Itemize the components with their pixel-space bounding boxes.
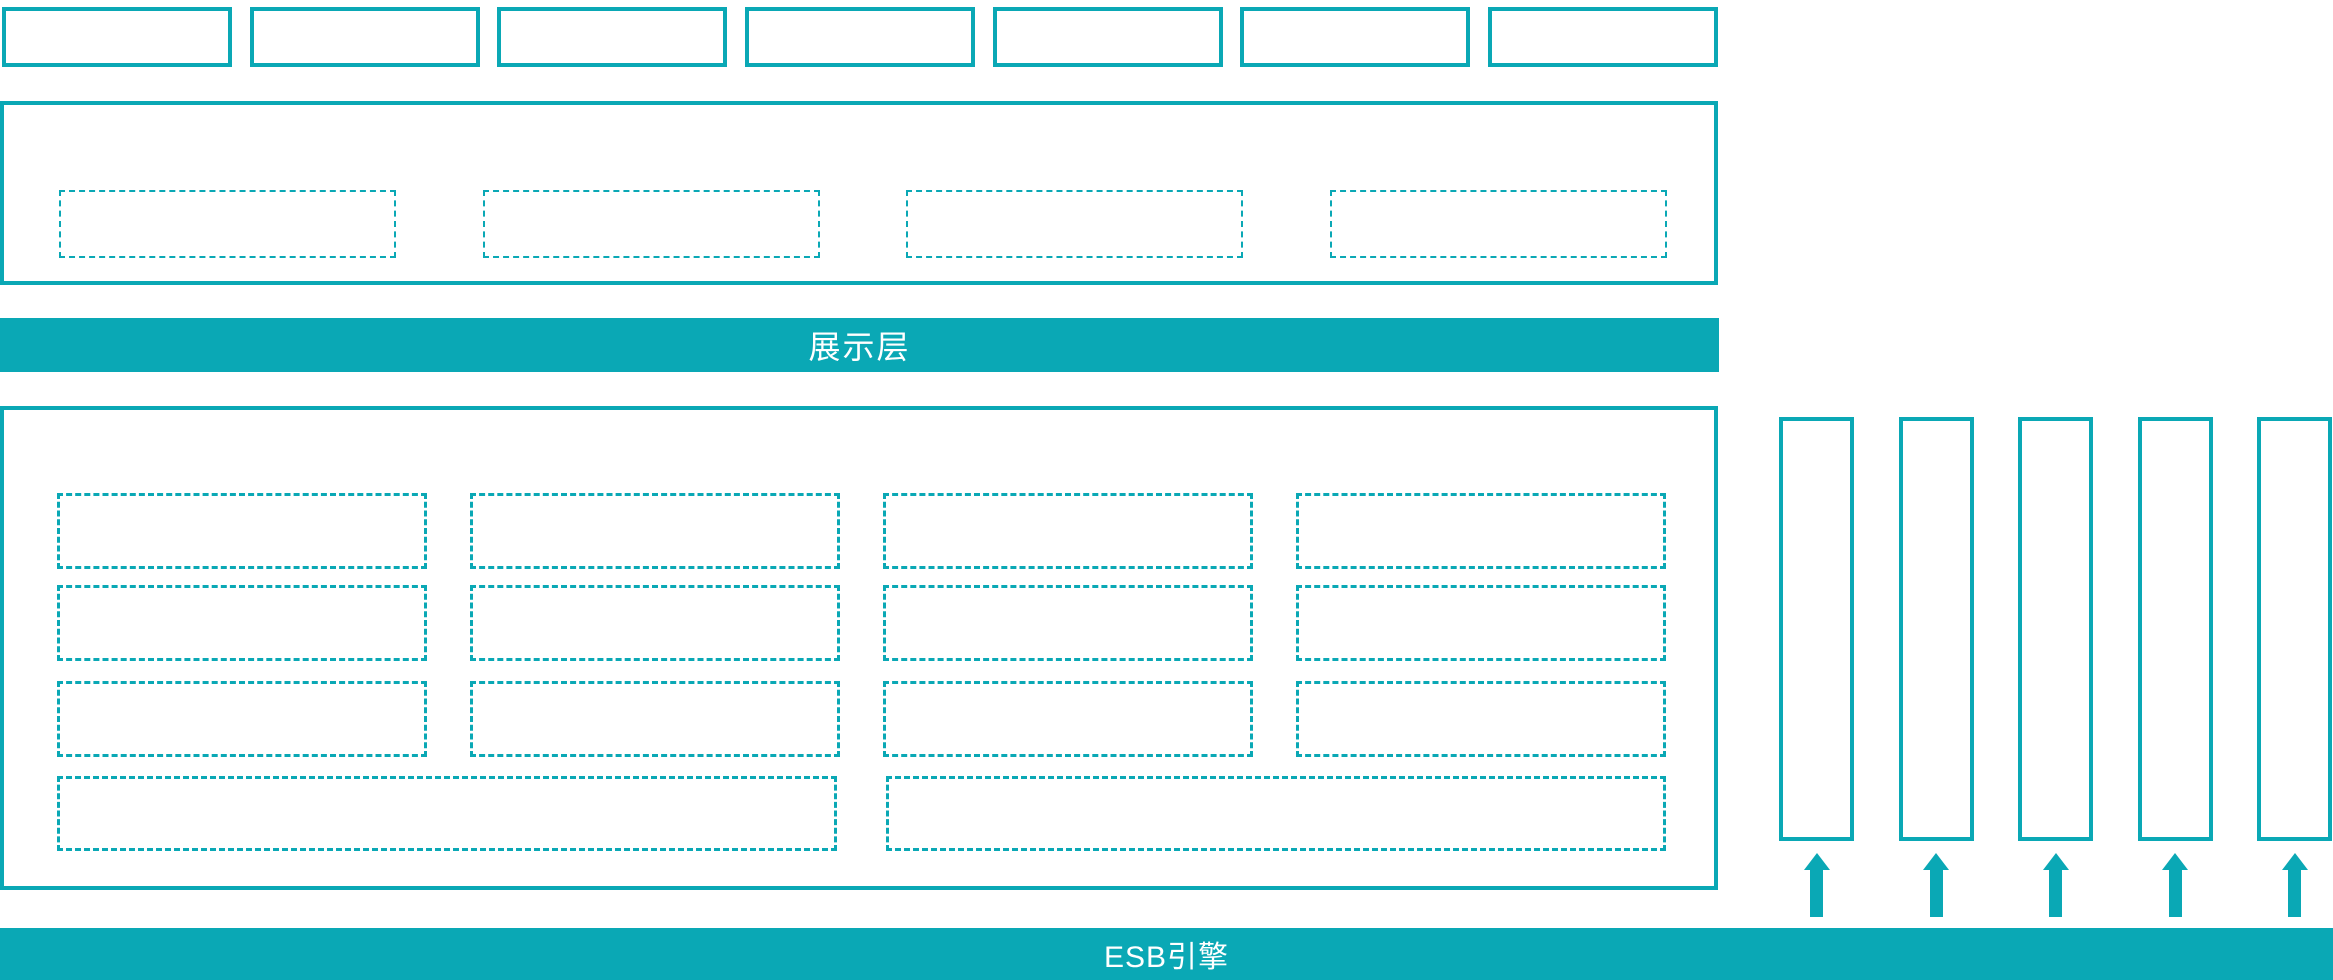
arrow-cell [2257, 853, 2332, 917]
top-row-box [992, 7, 1223, 67]
up-arrow-icon [2042, 853, 2069, 870]
arrow-cell [2138, 853, 2213, 917]
up-arrow-shaft [2288, 870, 2301, 917]
top-row-box [1240, 7, 1471, 67]
portal-dashed-row [4, 190, 1714, 258]
up-arrow-icon [2162, 853, 2188, 870]
service-dashed-box [1296, 681, 1666, 757]
esb-engine-label: ESB引擎 [1103, 941, 1230, 974]
vertical-column-box [2257, 417, 2332, 841]
vertical-column-box [1779, 417, 1854, 841]
service-wide-row [4, 776, 1714, 851]
service-dashed-box [1296, 585, 1666, 661]
service-wide-dashed-box [886, 776, 1666, 851]
top-row-box [1487, 7, 1718, 67]
portal-dashed-box [59, 190, 396, 258]
service-dashed-box [57, 681, 427, 757]
service-grid-row [4, 493, 1714, 569]
up-arrow-shaft [1929, 870, 1943, 917]
service-dashed-box [470, 493, 840, 569]
arrow-cell [1899, 853, 1974, 917]
service-dashed-box [470, 681, 840, 757]
vertical-column-box [2137, 417, 2213, 841]
service-wide-dashed-box [57, 776, 837, 851]
esb-engine-banner: ESB引擎 [0, 928, 2333, 980]
portal-container [0, 101, 1718, 285]
presentation-layer-label: 展示层 [808, 329, 911, 365]
service-dashed-box [883, 493, 1253, 569]
portal-dashed-box [482, 190, 820, 258]
service-container [0, 406, 1718, 890]
top-row-box [249, 7, 480, 67]
arrow-cell [1779, 853, 1854, 917]
service-dashed-box [57, 585, 427, 661]
top-row-box [744, 7, 975, 67]
vertical-column-box [2018, 417, 2093, 841]
service-dashed-box [883, 681, 1253, 757]
presentation-layer-banner: 展示层 [0, 318, 1719, 372]
service-dashed-box [883, 585, 1253, 661]
vertical-column-box [1898, 417, 1974, 841]
up-arrow-shaft [2168, 870, 2182, 917]
arrow-row [1779, 853, 2332, 917]
right-columns [1779, 417, 2332, 841]
portal-dashed-box [906, 190, 1244, 258]
service-dashed-box [57, 493, 427, 569]
service-dashed-box [1296, 493, 1666, 569]
up-arrow-icon [2281, 853, 2308, 870]
up-arrow-icon [1803, 853, 1830, 870]
top-row-box [2, 7, 232, 67]
portal-dashed-box [1329, 190, 1667, 258]
up-arrow-shaft [2049, 870, 2062, 917]
service-grid-row [4, 681, 1714, 757]
arrow-cell [2018, 853, 2093, 917]
top-row-box [497, 7, 728, 67]
service-grid-row [4, 585, 1714, 661]
top-row [2, 7, 1718, 67]
up-arrow-shaft [1810, 870, 1823, 917]
up-arrow-icon [1923, 853, 1949, 870]
service-dashed-box [470, 585, 840, 661]
